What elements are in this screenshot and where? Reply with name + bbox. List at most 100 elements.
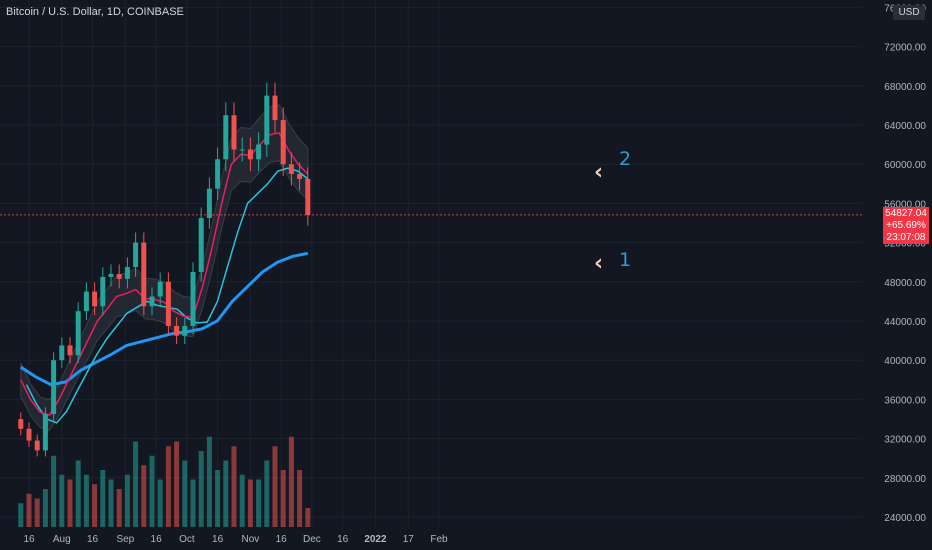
- chevron-left-icon: ‹: [594, 160, 604, 185]
- change-percent-label: +65.69%: [883, 219, 929, 232]
- volume-bar: [264, 460, 270, 527]
- chevron-left-icon: ‹: [594, 251, 604, 276]
- volume-bar: [75, 460, 81, 527]
- volume-bar: [190, 479, 196, 527]
- candle-body: [133, 242, 139, 268]
- candle-body: [264, 95, 270, 145]
- price-tick-label: 56000.00: [884, 199, 926, 210]
- price-axis: 24000.00 28000.00 32000.00 36000.00 40000.00…: [884, 3, 926, 524]
- candle-body: [206, 188, 212, 219]
- candle-body: [67, 345, 73, 356]
- price-tick-label: 28000.00: [884, 474, 926, 485]
- candle-body: [75, 311, 81, 356]
- bar-countdown-label: 23:07:08: [883, 231, 929, 244]
- candle-body: [256, 144, 262, 160]
- volume-bar: [149, 455, 155, 527]
- time-tick-label: Feb: [430, 534, 448, 545]
- candle-body: [51, 360, 57, 415]
- volume-bar: [83, 474, 89, 527]
- volume-bar: [280, 470, 286, 527]
- candle-body: [223, 115, 229, 160]
- candle-body: [116, 273, 122, 279]
- candle-body: [141, 242, 147, 307]
- volume-bar: [51, 455, 57, 527]
- time-tick-label: 16: [212, 534, 224, 545]
- volume-bar: [165, 446, 171, 527]
- volume-bar: [42, 489, 48, 527]
- price-tick-label: 24000.00: [884, 513, 926, 524]
- time-tick-label: Dec: [303, 534, 321, 545]
- candle-body: [215, 159, 221, 189]
- volume-bar: [256, 479, 262, 527]
- candle-body: [34, 440, 40, 451]
- volume-bar: [272, 446, 278, 527]
- candle-body: [288, 164, 294, 174]
- currency-badge[interactable]: USD: [893, 5, 925, 20]
- volume-bar: [124, 474, 130, 527]
- candle-body: [42, 414, 48, 451]
- time-tick-label: 17: [403, 534, 415, 545]
- volume-bar: [182, 460, 188, 527]
- candle-body: [100, 276, 106, 307]
- volume-bar: [198, 451, 204, 527]
- symbol-title: Bitcoin / U.S. Dollar, 1D, COINBASE: [6, 6, 184, 18]
- volume-bar: [288, 436, 294, 527]
- time-tick-label: 2022: [364, 534, 387, 545]
- time-tick-label: 16: [87, 534, 99, 545]
- volume-bar: [215, 470, 221, 527]
- volume-layer: [18, 436, 311, 527]
- volume-bar: [239, 474, 245, 527]
- candle-body: [305, 178, 311, 215]
- candle-body: [182, 325, 188, 336]
- time-tick-label: Oct: [179, 534, 195, 545]
- last-price-label: 54827.04: [883, 207, 929, 220]
- candle-body: [280, 120, 286, 165]
- annotation-marker-1: 1: [619, 249, 632, 271]
- time-tick-label: Nov: [242, 534, 260, 545]
- candle-body: [174, 325, 180, 336]
- volume-bar: [59, 474, 65, 527]
- price-tick-label: 64000.00: [884, 121, 926, 132]
- candle-body: [59, 345, 65, 361]
- candle-body: [231, 115, 237, 150]
- candle-body: [26, 428, 32, 441]
- price-tick-label: 60000.00: [884, 160, 926, 171]
- volume-bar: [206, 436, 212, 527]
- time-tick-label: 16: [276, 534, 288, 545]
- volume-bar: [116, 489, 122, 527]
- volume-bar: [141, 465, 147, 527]
- volume-bar: [26, 493, 32, 527]
- time-tick-label: 16: [337, 534, 349, 545]
- time-tick-label: Aug: [53, 534, 71, 545]
- volume-bar: [231, 446, 237, 527]
- volume-bar: [157, 479, 163, 527]
- price-tick-label: 32000.00: [884, 435, 926, 446]
- time-axis: 16 Aug 16 Sep 16 Oct 16 Nov 16 Dec 16 2022 17 Feb: [23, 534, 448, 545]
- candle-body: [83, 291, 89, 312]
- candle-body: [108, 273, 114, 277]
- candle-body: [157, 281, 163, 297]
- price-tick-label: 52000.00: [884, 239, 926, 250]
- candle-body: [198, 218, 204, 272]
- candle-body: [297, 174, 303, 179]
- time-tick-label: 16: [151, 534, 163, 545]
- annotation-marker-2: 2: [619, 148, 632, 170]
- price-tick-label: 48000.00: [884, 278, 926, 289]
- price-tick-label: 36000.00: [884, 395, 926, 406]
- candle-body: [149, 296, 155, 307]
- volume-bar: [223, 460, 229, 527]
- volume-bar: [108, 479, 114, 527]
- candle-body: [124, 267, 130, 279]
- volume-bar: [133, 441, 139, 527]
- volume-bar: [18, 503, 24, 527]
- price-tick-label: 72000.00: [884, 43, 926, 54]
- volume-bar: [247, 479, 253, 527]
- price-tick-label: 44000.00: [884, 317, 926, 328]
- volume-bar: [100, 470, 106, 527]
- candle-body: [18, 419, 24, 429]
- grid-layer: [0, 0, 862, 527]
- price-tick-label: 68000.00: [884, 82, 926, 93]
- candle-body: [247, 149, 253, 160]
